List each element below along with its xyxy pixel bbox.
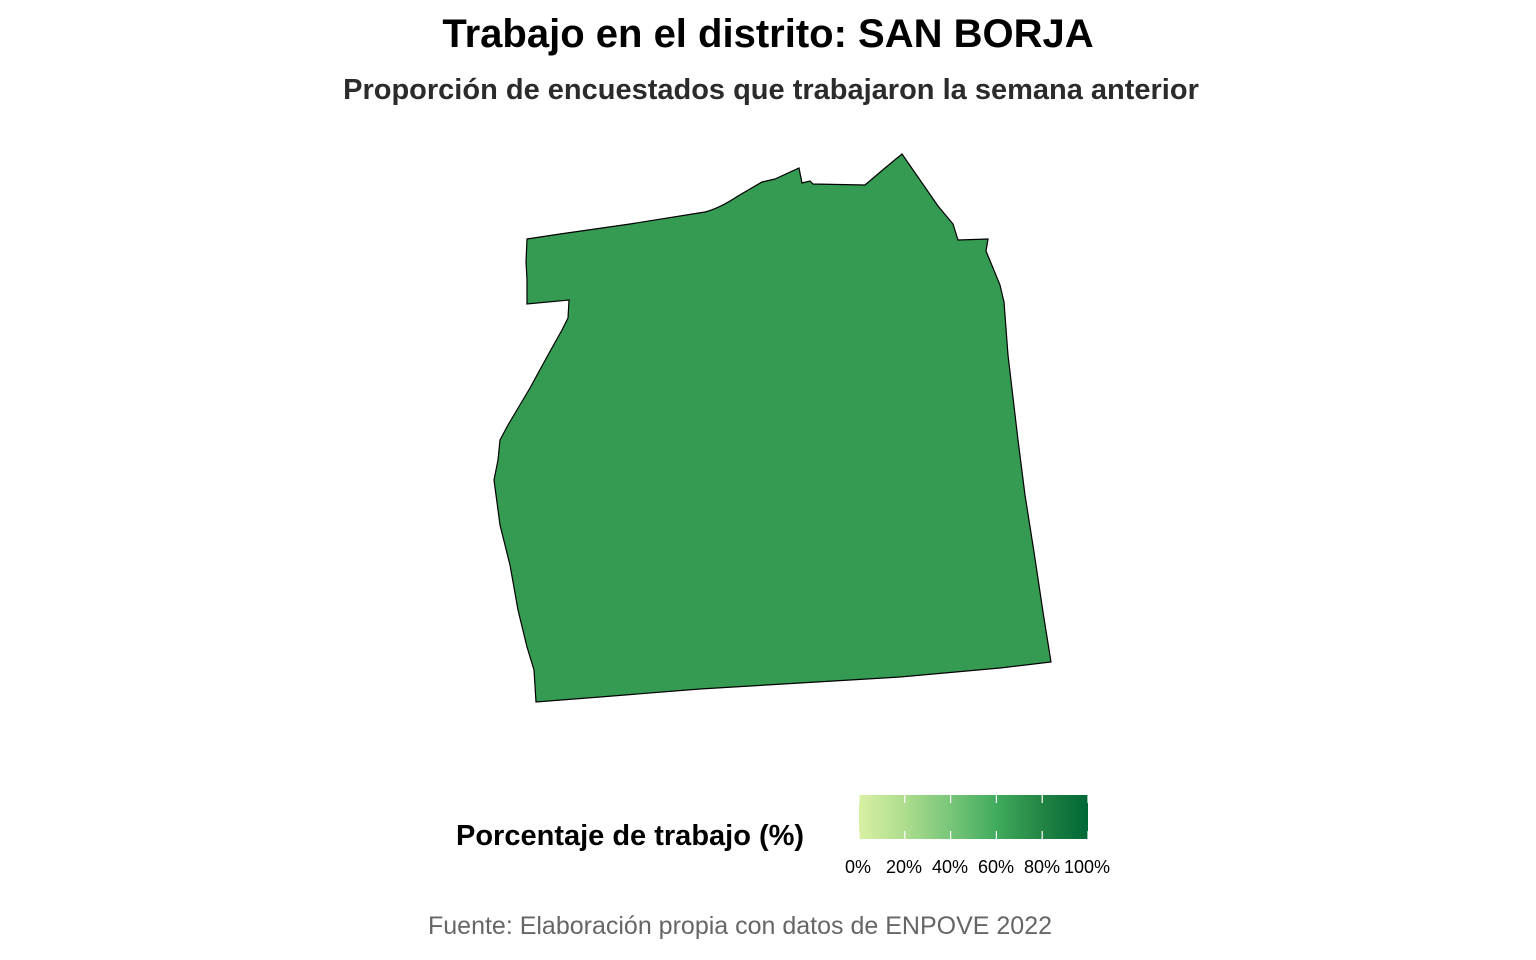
legend-tick-label: 20% — [885, 857, 923, 877]
legend-color-bar — [859, 795, 1088, 839]
legend-tick-label: 0% — [844, 857, 872, 877]
legend-tick-label: 100% — [1063, 857, 1111, 877]
map-subtitle: Proporción de encuestados que trabajaron… — [343, 74, 1199, 106]
district-polygon-san-borja — [493, 153, 1052, 703]
legend-tick-label: 80% — [1023, 857, 1061, 877]
legend-tick-label: 60% — [977, 857, 1015, 877]
legend-tick-label: 40% — [931, 857, 969, 877]
legend-title: Porcentaje de trabajo (%) — [456, 820, 805, 852]
source-caption: Fuente: Elaboración propia con datos de … — [427, 912, 1052, 940]
map-title: Trabajo en el distrito: SAN BORJA — [442, 12, 1094, 56]
